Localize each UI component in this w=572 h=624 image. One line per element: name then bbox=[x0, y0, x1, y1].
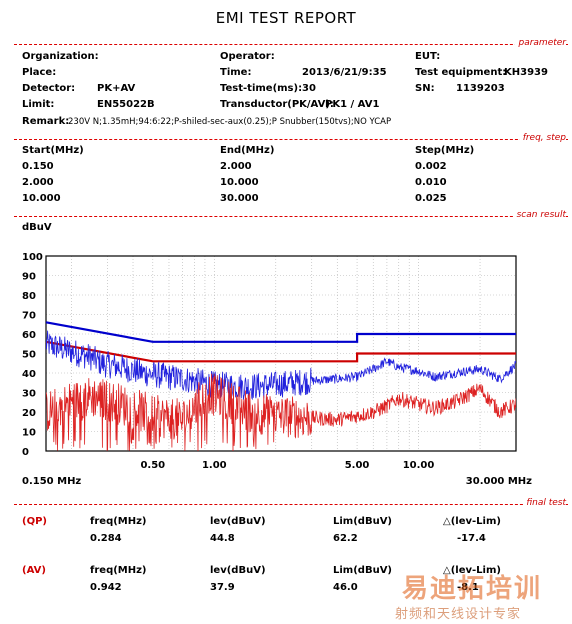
equipment-value: KH3939 bbox=[504, 67, 548, 78]
x-start-label: 0.150 MHz bbox=[22, 476, 81, 487]
freq-cell: 2.000 bbox=[220, 161, 252, 172]
scan-result-separator bbox=[14, 216, 568, 217]
scan-result-section-tag: scan result bbox=[513, 210, 566, 220]
parameter-separator bbox=[14, 44, 568, 45]
y-tick-label: 80 bbox=[22, 291, 36, 302]
y-tick-label: 40 bbox=[22, 369, 36, 380]
x-tick-label: 10.00 bbox=[403, 460, 435, 471]
av-freq-label: freq(MHz) bbox=[90, 565, 147, 576]
y-tick-label: 0 bbox=[22, 447, 29, 458]
qp-delta-value: -17.4 bbox=[457, 533, 486, 544]
equipment-label: Test equipment: bbox=[415, 67, 507, 78]
qp-limit-line bbox=[45, 321, 516, 343]
x-end-label: 30.000 MHz bbox=[466, 476, 532, 487]
freq-step-section-tag: freq, step bbox=[519, 133, 566, 143]
freq-header-end: End(MHz) bbox=[220, 145, 275, 156]
x-tick-label: 5.00 bbox=[345, 460, 370, 471]
y-tick-label: 60 bbox=[22, 330, 36, 341]
detector-value: PK+AV bbox=[97, 83, 136, 94]
y-tick-label: 30 bbox=[22, 389, 36, 400]
av-lim-label: Lim(dBuV) bbox=[333, 565, 392, 576]
transductor-label: Transductor(PK/AV): bbox=[220, 99, 334, 110]
sn-label: SN: bbox=[415, 83, 435, 94]
detector-label: Detector: bbox=[22, 83, 76, 94]
remark-value: 230V N;1.35mH;94:6:22;P-shiled-sec-aux(0… bbox=[68, 117, 392, 127]
y-tick-label: 20 bbox=[22, 408, 36, 419]
watermark-logo-text: 易迪拓培训 bbox=[402, 574, 543, 604]
y-tick-label: 100 bbox=[22, 252, 43, 263]
operator-label: Operator: bbox=[220, 51, 275, 62]
organization-label: Organization: bbox=[22, 51, 99, 62]
qp-freq-label: freq(MHz) bbox=[90, 516, 147, 527]
time-value: 2013/6/21/9:35 bbox=[302, 67, 387, 78]
qp-lev-value: 44.8 bbox=[210, 533, 235, 544]
sn-value: 1139203 bbox=[456, 83, 505, 94]
place-label: Place: bbox=[22, 67, 57, 78]
final-test-section-tag: final test bbox=[523, 498, 566, 508]
av-lev-value: 37.9 bbox=[210, 582, 235, 593]
y-axis-label: dBuV bbox=[22, 222, 52, 233]
test-time-label: Test-time(ms): bbox=[220, 83, 303, 94]
freq-cell: 0.025 bbox=[415, 193, 447, 204]
limit-label: Limit: bbox=[22, 99, 55, 110]
freq-cell: 0.002 bbox=[415, 161, 447, 172]
pk-trace-line bbox=[46, 330, 516, 401]
parameter-section-tag: parameter bbox=[515, 38, 566, 48]
test-time-value: 30 bbox=[302, 83, 316, 94]
freq-step-separator bbox=[14, 139, 568, 140]
freq-cell: 10.000 bbox=[22, 193, 61, 204]
transductor-value: PK1 / AV1 bbox=[325, 99, 380, 110]
y-tick-label: 50 bbox=[22, 350, 36, 361]
av-lim-value: 46.0 bbox=[333, 582, 358, 593]
y-tick-label: 70 bbox=[22, 311, 36, 322]
av-limit-line bbox=[45, 340, 516, 363]
av-delta-value: -8.1 bbox=[457, 582, 479, 593]
qp-freq-value: 0.284 bbox=[90, 533, 122, 544]
limit-value: EN55022B bbox=[97, 99, 155, 110]
x-tick-label: 1.00 bbox=[202, 460, 227, 471]
report-title: EMI TEST REPORT bbox=[215, 9, 357, 27]
remark-label: Remark: bbox=[22, 116, 70, 127]
time-label: Time: bbox=[220, 67, 252, 78]
av-freq-value: 0.942 bbox=[90, 582, 122, 593]
freq-header-step: Step(MHz) bbox=[415, 145, 475, 156]
freq-header-start: Start(MHz) bbox=[22, 145, 84, 156]
freq-cell: 10.000 bbox=[220, 177, 259, 188]
y-tick-label: 90 bbox=[22, 272, 36, 283]
qp-lim-label: Lim(dBuV) bbox=[333, 516, 392, 527]
freq-cell: 30.000 bbox=[220, 193, 259, 204]
freq-cell: 0.150 bbox=[22, 161, 54, 172]
av-delta-label: △(lev-Lim) bbox=[443, 565, 501, 576]
qp-lev-label: lev(dBuV) bbox=[210, 516, 266, 527]
freq-cell: 0.010 bbox=[415, 177, 447, 188]
av-tag: (AV) bbox=[22, 565, 46, 576]
qp-tag: (QP) bbox=[22, 516, 47, 527]
qp-delta-label: △(lev-Lim) bbox=[443, 516, 501, 527]
av-trace-line bbox=[46, 373, 516, 451]
y-tick-label: 10 bbox=[22, 428, 36, 439]
freq-cell: 2.000 bbox=[22, 177, 54, 188]
final-test-separator bbox=[14, 504, 568, 505]
av-lev-label: lev(dBuV) bbox=[210, 565, 266, 576]
qp-lim-value: 62.2 bbox=[333, 533, 358, 544]
watermark-subtitle: 射频和天线设计专家 bbox=[395, 607, 522, 622]
x-tick-label: 0.50 bbox=[140, 460, 165, 471]
eut-label: EUT: bbox=[415, 51, 441, 62]
